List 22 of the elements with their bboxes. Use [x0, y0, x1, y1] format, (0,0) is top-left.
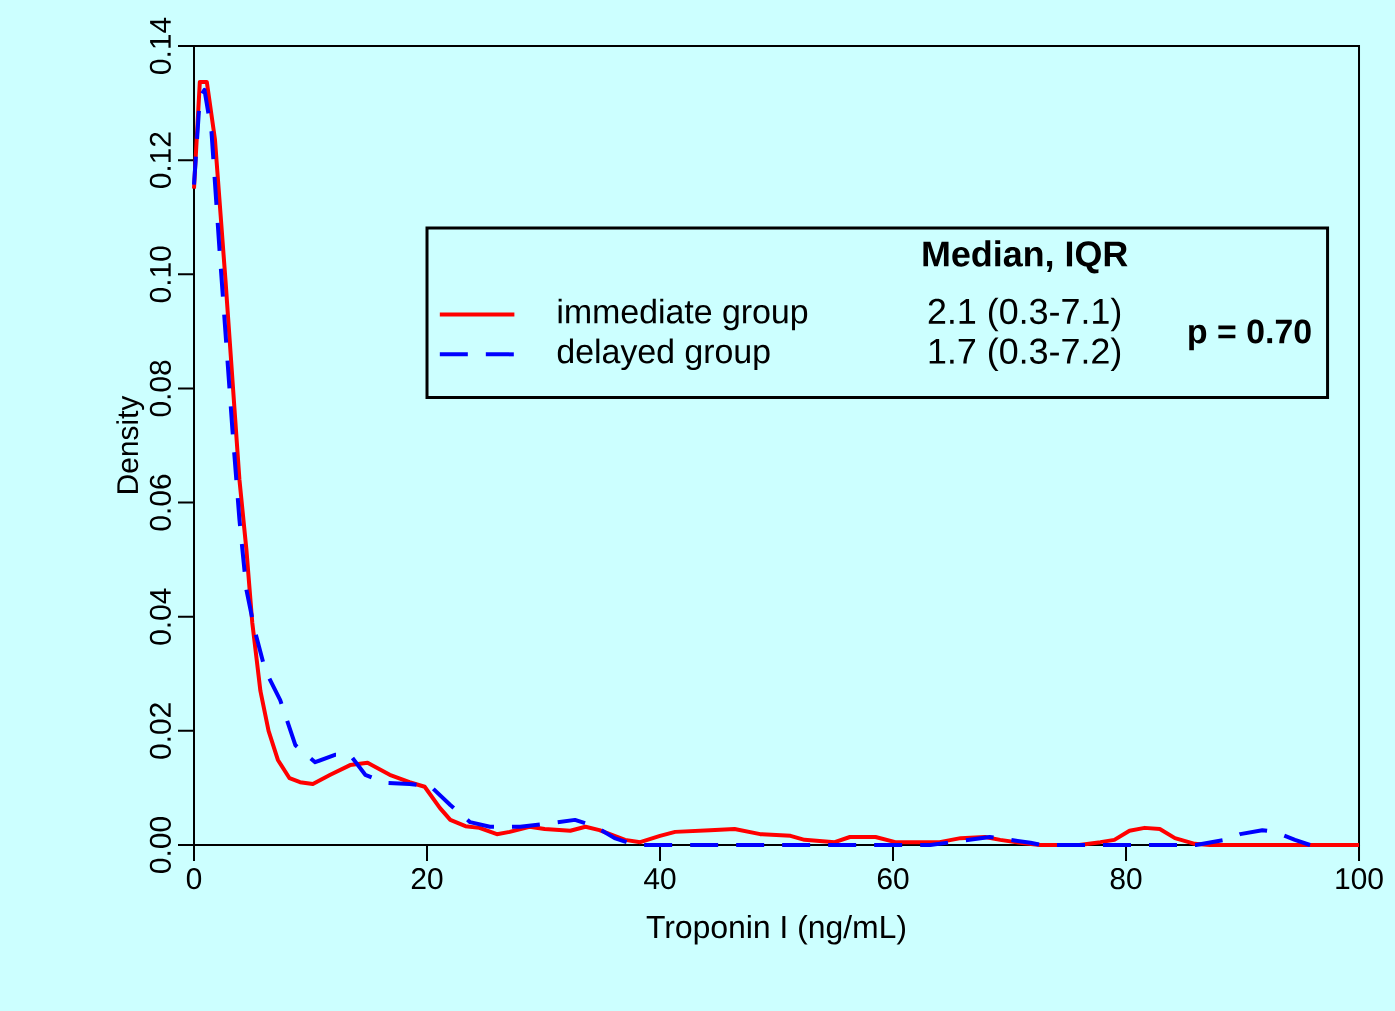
annotation: p = 0.70: [1189, 319, 1311, 351]
y-axis-title: Density: [116, 395, 145, 493]
x-tick-label: 80: [1110, 868, 1142, 890]
legend-label: immediate group: [558, 298, 808, 331]
x-axis-title: Troponin I (ng/mL): [646, 914, 905, 945]
annotation: Median, IQR: [923, 240, 1128, 274]
y-tick-label: 0.02: [149, 703, 171, 759]
annotation: 2.1 (0.3-7.1): [928, 297, 1121, 332]
y-tick-label: 0.00: [149, 817, 171, 873]
x-tick-label: 20: [411, 868, 443, 890]
x-tick-label: 40: [644, 868, 676, 890]
annotation: 1.7 (0.3-7.2): [929, 337, 1121, 372]
legend-label: delayed group: [557, 338, 770, 371]
x-tick-label: 100: [1336, 868, 1383, 890]
x-tick-label: 60: [877, 868, 909, 890]
y-tick-label: 0.10: [149, 246, 171, 303]
y-tick-label: 0.08: [149, 360, 171, 417]
y-tick-label: 0.04: [149, 588, 171, 645]
x-tick-label: 0: [186, 868, 202, 890]
y-tick-label: 0.12: [149, 132, 171, 189]
y-tick-label: 0.14: [149, 17, 171, 74]
y-tick-label: 0.06: [149, 474, 171, 531]
